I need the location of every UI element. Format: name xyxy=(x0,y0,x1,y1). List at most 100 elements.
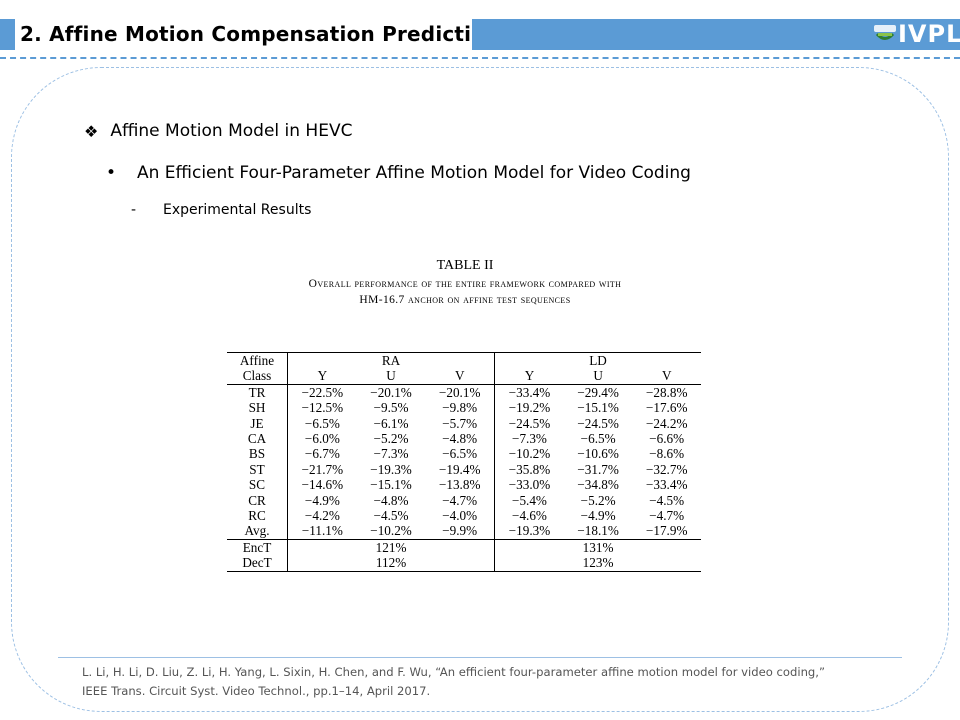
table-cell: −9.5% xyxy=(373,400,409,416)
table-row: JE −6.5% −6.1% −5.7% −24.5% −24.5% −24.2% xyxy=(227,415,701,432)
content-frame xyxy=(11,67,949,712)
enct-ra: 121% xyxy=(287,539,496,556)
logo-text: IVPL xyxy=(898,20,960,48)
table-cell: −28.8% xyxy=(645,384,688,400)
table-caption-title: TABLE II xyxy=(436,258,494,273)
row-class-label: RC xyxy=(227,508,288,524)
table-cell: −18.1% xyxy=(563,523,633,540)
table-cell: −21.7% xyxy=(301,461,344,477)
row-class-label: CR xyxy=(227,492,288,509)
row-class-label: TR xyxy=(227,384,288,401)
header-ld: LD xyxy=(494,352,701,369)
table-cell: −24.5% xyxy=(508,415,551,431)
header-class: Class xyxy=(227,368,288,385)
bullet-level1-text: Affine Motion Model in HEVC xyxy=(110,121,353,141)
reference-line1: L. Li, H. Li, D. Liu, Z. Li, H. Yang, L.… xyxy=(82,665,825,679)
table-cell: −4.5% xyxy=(649,492,685,508)
table-row: SH −12.5% −9.5% −9.8% −19.2% −15.1% −17.6% xyxy=(227,400,701,416)
row-label: EncT xyxy=(227,539,288,556)
table-cell: −19.3% xyxy=(370,461,412,477)
table-cell: −6.5% xyxy=(304,415,340,431)
subheader-ld-u: U xyxy=(563,368,633,385)
header-accent-block xyxy=(0,19,15,50)
table-cell: −4.0% xyxy=(425,508,496,524)
table-cell: −6.0% xyxy=(304,431,340,447)
row-class-label: BS xyxy=(227,446,288,462)
table-cell: −32.7% xyxy=(645,461,688,477)
bullet-level2-text: An Efficient Four-Parameter Affine Motio… xyxy=(137,163,691,183)
table-cell: −5.7% xyxy=(425,415,496,432)
table-cell: −17.6% xyxy=(645,400,688,416)
table-row: BS −6.7% −7.3% −6.5% −10.2% −10.6% −8.6% xyxy=(227,446,701,462)
table-caption-line2: HM-16.7 anchor on affine test sequences xyxy=(359,294,571,306)
table-cell: −22.5% xyxy=(301,384,344,400)
reference-citation: L. Li, H. Li, D. Liu, Z. Li, H. Yang, L.… xyxy=(82,663,912,701)
table-cell: −11.1% xyxy=(287,523,357,540)
diamond-bullet-icon: ❖ xyxy=(84,121,99,141)
table-cell: −4.8% xyxy=(373,492,409,508)
row-class-label: SH xyxy=(227,400,288,416)
table-cell: −9.9% xyxy=(425,523,496,540)
subheader-ra-y: Y xyxy=(287,368,357,385)
table-cell: −7.3% xyxy=(512,431,547,447)
bullet-level3: - Experimental Results xyxy=(131,202,311,218)
table-row: SC −14.6% −15.1% −13.8% −33.0% −34.8% −33.4% xyxy=(227,477,701,493)
table-cell: −15.1% xyxy=(577,400,619,416)
table-cell: −4.9% xyxy=(580,508,616,524)
table-cell: −4.7% xyxy=(649,508,685,524)
table-row: Avg. −11.1% −10.2% −9.9% −19.3% −18.1% −17.9% xyxy=(227,523,701,540)
table-cell: −4.8% xyxy=(425,431,496,447)
table-row: ST −21.7% −19.3% −19.4% −35.8% −31.7% −32.7% xyxy=(227,461,701,478)
table-cell: −6.7% xyxy=(304,446,340,462)
table-cell: −19.4% xyxy=(425,461,496,478)
dect-ld: 123% xyxy=(494,555,701,572)
table-cell: −6.5% xyxy=(425,446,496,462)
dot-bullet-icon: • xyxy=(106,163,117,183)
row-class-label: ST xyxy=(227,461,288,478)
subheader-ra-v: V xyxy=(425,368,496,385)
slide-title: 2. Affine Motion Compensation Prediction xyxy=(20,22,500,46)
table-cell: −20.1% xyxy=(425,384,496,401)
table-header-row: Affine RA LD xyxy=(227,352,701,369)
table-subheader-row: Class Y U V Y U V xyxy=(227,368,701,385)
table-cell: −4.7% xyxy=(425,492,496,509)
table-cell: −10.2% xyxy=(508,446,551,462)
reference-divider xyxy=(58,657,902,658)
table-cell: −31.7% xyxy=(577,461,619,477)
table-cell: −10.2% xyxy=(356,523,426,540)
table-cell: −10.6% xyxy=(577,446,619,462)
ivpl-logo-icon xyxy=(874,25,896,40)
table-row: CR −4.9% −4.8% −4.7% −5.4% −5.2% −4.5% xyxy=(227,492,701,509)
table-cell: −4.5% xyxy=(373,508,409,524)
dect-ra: 112% xyxy=(287,555,496,572)
table-cell: −12.5% xyxy=(301,400,344,416)
table-cell: −33.0% xyxy=(508,477,551,493)
table-cell: −5.4% xyxy=(512,492,547,508)
table-cell: −6.5% xyxy=(580,431,616,447)
table-row: TR −22.5% −20.1% −20.1% −33.4% −29.4% −28.8% xyxy=(227,384,701,401)
subheader-ld-y: Y xyxy=(494,368,564,385)
table-row: RC −4.2% −4.5% −4.0% −4.6% −4.9% −4.7% xyxy=(227,508,701,524)
table-cell: −7.3% xyxy=(373,446,409,462)
bullet-level1: ❖ Affine Motion Model in HEVC xyxy=(84,121,352,141)
table-cell: −14.6% xyxy=(301,477,344,493)
table-row-dect: DecT 112% 123% xyxy=(227,555,701,572)
header-ra: RA xyxy=(287,352,496,369)
header-divider xyxy=(0,57,960,59)
enct-ld: 131% xyxy=(582,539,614,555)
table-cell: −24.2% xyxy=(645,415,688,431)
results-table: Affine RA LD Class Y U V Y U V TR −22.5% −… xyxy=(227,352,701,572)
table-cell: −33.4% xyxy=(508,384,551,400)
row-class-label: JE xyxy=(227,415,288,432)
table-cell: −19.3% xyxy=(494,523,564,540)
table-cell: −4.9% xyxy=(304,492,340,508)
bullet-level3-text: Experimental Results xyxy=(163,202,312,218)
subheader-ra-u: U xyxy=(356,368,426,385)
table-cell: −6.6% xyxy=(649,431,685,447)
table-cell: −33.4% xyxy=(645,477,688,493)
reference-line2: IEEE Trans. Circuit Syst. Video Technol.… xyxy=(82,684,431,698)
table-cell: −19.2% xyxy=(508,400,551,416)
table-cell: −8.6% xyxy=(649,446,685,462)
table-cell: −17.9% xyxy=(632,523,701,540)
row-class-label: CA xyxy=(227,431,288,447)
